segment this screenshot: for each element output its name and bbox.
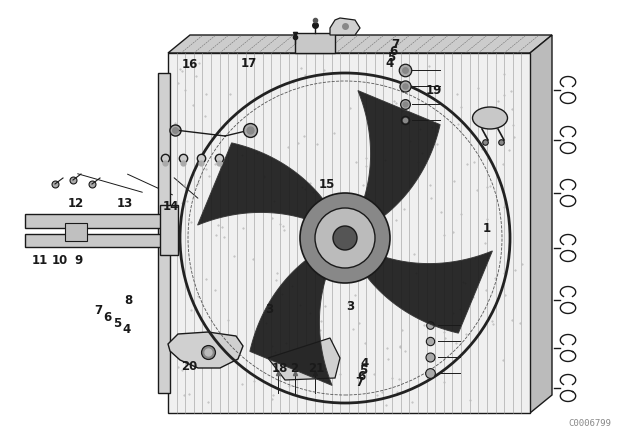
- Text: 6: 6: [357, 370, 365, 383]
- Polygon shape: [198, 143, 336, 227]
- Bar: [65, 223, 87, 241]
- Polygon shape: [250, 247, 334, 385]
- Text: 18: 18: [271, 362, 288, 375]
- Polygon shape: [330, 18, 360, 35]
- Text: 17: 17: [240, 57, 257, 70]
- Polygon shape: [168, 332, 243, 368]
- Bar: [25, 214, 175, 228]
- Text: 20: 20: [181, 360, 198, 373]
- Text: 9: 9: [74, 254, 82, 267]
- Text: 12: 12: [67, 197, 84, 211]
- Text: 6: 6: [104, 310, 111, 324]
- Text: 6: 6: [389, 44, 397, 58]
- Circle shape: [315, 208, 375, 268]
- Text: 7: 7: [94, 304, 102, 318]
- Text: 1: 1: [483, 222, 490, 235]
- Polygon shape: [355, 249, 492, 333]
- Text: 7: 7: [391, 38, 399, 52]
- Text: 5: 5: [359, 363, 367, 377]
- Text: 3: 3: [265, 302, 273, 316]
- Polygon shape: [530, 35, 552, 413]
- Text: 21: 21: [308, 362, 324, 375]
- Text: 14: 14: [163, 199, 179, 213]
- Text: 8: 8: [124, 293, 132, 307]
- Text: 19: 19: [426, 84, 442, 97]
- Circle shape: [300, 193, 390, 283]
- Bar: [25, 234, 175, 247]
- Bar: [168, 53, 530, 413]
- Text: 2: 2: [291, 362, 298, 375]
- Text: 4: 4: [361, 357, 369, 370]
- Text: 5: 5: [387, 51, 395, 64]
- Text: 10: 10: [51, 254, 68, 267]
- Bar: [158, 73, 170, 393]
- Text: 3: 3: [347, 300, 355, 314]
- Ellipse shape: [472, 107, 508, 129]
- Bar: [295, 33, 335, 53]
- Polygon shape: [356, 90, 440, 228]
- Polygon shape: [168, 35, 552, 53]
- Text: 7: 7: [355, 376, 363, 389]
- Text: 5: 5: [113, 317, 121, 330]
- Text: 4: 4: [122, 323, 130, 336]
- Text: C0006799: C0006799: [568, 418, 611, 427]
- Text: 13: 13: [116, 197, 133, 211]
- Bar: [160, 205, 178, 255]
- Polygon shape: [268, 338, 340, 380]
- Text: 4: 4: [385, 57, 393, 70]
- Circle shape: [333, 226, 357, 250]
- Text: 15: 15: [318, 178, 335, 191]
- Text: 16: 16: [181, 58, 198, 72]
- Text: 11: 11: [31, 254, 48, 267]
